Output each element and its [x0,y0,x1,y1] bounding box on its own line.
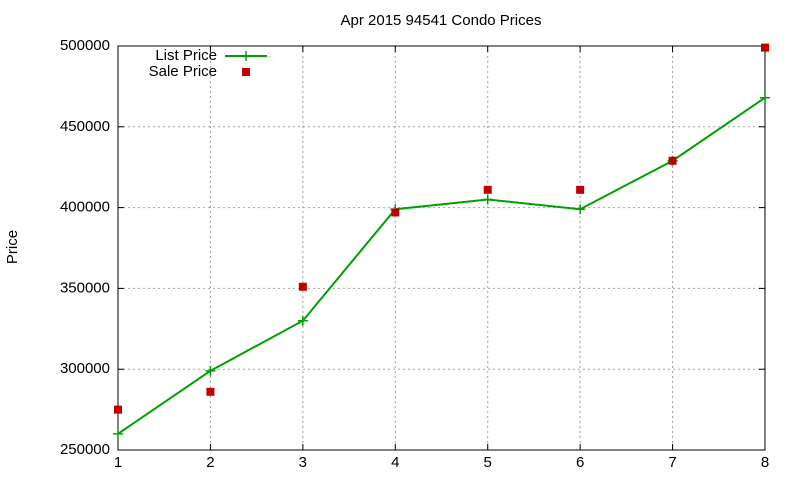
point-marker [205,365,216,376]
y-tick-label: 400000 [60,199,110,216]
point-marker [483,185,492,194]
point-marker [575,204,586,215]
legend-marker [241,51,251,61]
legend-marker [242,68,250,76]
y-tick-label: 350000 [60,279,110,296]
line [117,96,766,435]
point-marker [482,194,493,205]
x-tick-label: 8 [761,454,769,471]
y-tick-label: 500000 [60,37,110,54]
point-marker [760,92,770,103]
legend-label: List Price [155,47,217,64]
y-tick-label: 250000 [60,441,110,458]
point-marker [298,282,307,291]
plot-border [117,45,766,451]
chart-title: Apr 2015 94541 Condo Prices [341,12,542,29]
x-tick-label: 6 [576,454,584,471]
x-tick-label: 1 [114,454,122,471]
x-tick-label: 2 [206,454,214,471]
x-tick-label: 5 [484,454,492,471]
point-marker [297,315,308,326]
x-tick-label: 4 [391,454,399,471]
legend-label: Sale Price [149,63,217,80]
y-tick-label: 300000 [60,360,110,377]
point-marker [761,43,769,52]
y-axis-label: Price [4,230,21,264]
point-marker [668,156,677,165]
point-marker [206,387,215,396]
point-marker [576,185,585,194]
x-tick-label: 7 [668,454,676,471]
x-tick-label: 3 [299,454,307,471]
point-marker [113,428,123,439]
y-tick-label: 450000 [60,118,110,135]
point-marker [114,405,122,414]
point-marker [391,208,400,217]
